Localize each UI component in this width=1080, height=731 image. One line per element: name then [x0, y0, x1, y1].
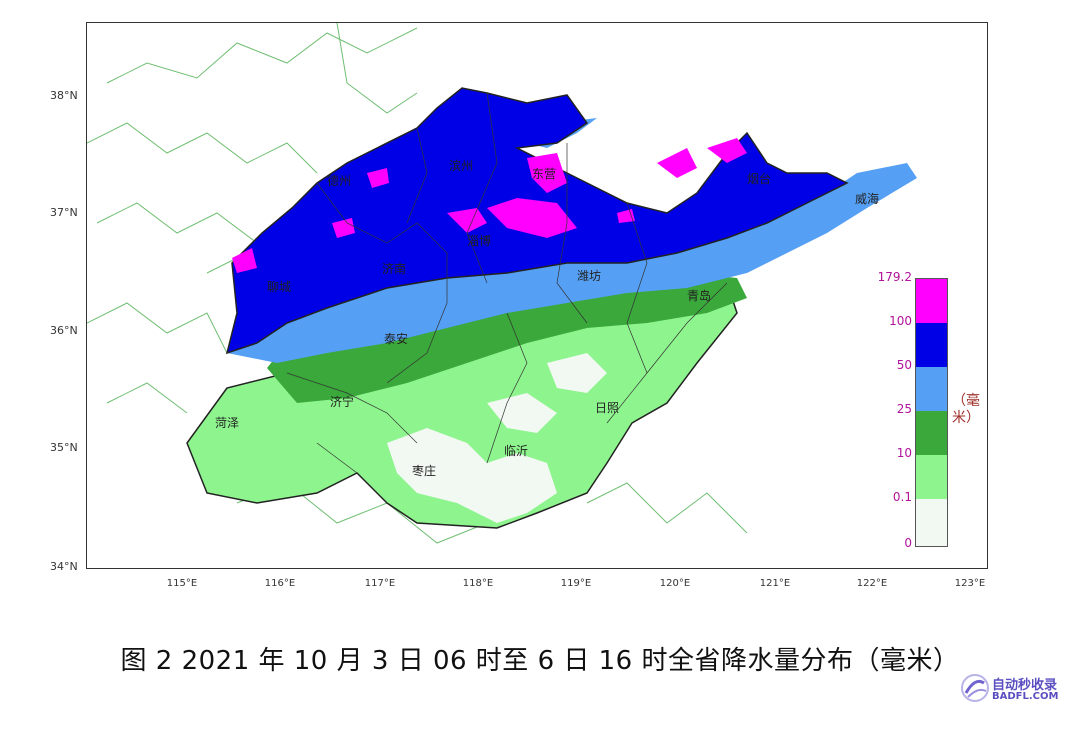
city-label-taian: 泰安 — [384, 331, 408, 346]
lat-label-38: 38°N — [50, 89, 78, 102]
city-label-jinan: 济南 — [382, 261, 406, 276]
legend-swatch-light-green — [916, 455, 947, 499]
legend-tick-100: 100 — [889, 314, 912, 328]
legend-unit: （毫米） — [952, 393, 980, 426]
lat-label-35: 35°N — [50, 441, 78, 454]
city-label-zaozhuang: 枣庄 — [412, 463, 436, 478]
city-label-yantai: 烟台 — [747, 171, 771, 186]
legend-swatch-dark-green — [916, 411, 947, 455]
color-legend — [915, 278, 948, 547]
map-svg: 德州 滨州 东营 烟台 威海 淄博 济南 聊城 潍坊 青岛 泰安 济宁 菏泽 日… — [87, 23, 917, 544]
legend-tick-179: 179.2 — [877, 270, 912, 284]
city-label-heze: 菏泽 — [215, 416, 239, 430]
lat-label-36: 36°N — [50, 324, 78, 337]
lat-label-34: 34°N — [50, 560, 78, 573]
city-label-dezhou: 德州 — [327, 173, 351, 188]
city-label-weihai: 威海 — [855, 191, 879, 206]
city-label-zibo: 淄博 — [467, 233, 491, 248]
legend-tick-10: 10 — [896, 446, 912, 460]
region-near-zero — [387, 428, 557, 523]
lon-label-122: 122°E — [856, 578, 888, 589]
legend-tick-25: 25 — [896, 402, 912, 416]
city-label-rizhao: 日照 — [595, 401, 619, 415]
lon-label-121: 121°E — [759, 578, 791, 589]
legend-swatch-light-blue — [916, 367, 947, 411]
lon-label-123: 123°E — [954, 578, 986, 589]
lon-label-119: 119°E — [560, 578, 592, 589]
region-dark-green — [267, 268, 747, 403]
city-label-binzhou: 滨州 — [449, 158, 473, 173]
legend-tick-0: 0 — [904, 536, 912, 550]
watermark-logo-icon — [961, 674, 989, 702]
city-label-linyi: 临沂 — [504, 444, 528, 458]
region-near-zero-3 — [547, 353, 607, 393]
city-labels: 德州 滨州 东营 烟台 威海 淄博 济南 聊城 潍坊 青岛 泰安 济宁 菏泽 日… — [215, 158, 879, 478]
legend-tick-0-1: 0.1 — [892, 490, 912, 504]
watermark-text-line1: 自动秒收录 — [992, 678, 1058, 693]
city-label-dongying: 东营 — [532, 167, 556, 181]
lat-label-37: 37°N — [50, 206, 78, 219]
watermark: 自动秒收录 BADFL.COM — [960, 673, 1070, 707]
legend-tick-50: 50 — [896, 358, 912, 372]
city-label-qingdao: 青岛 — [687, 288, 711, 303]
city-label-weifang: 潍坊 — [577, 268, 601, 283]
precipitation-map: 德州 滨州 东营 烟台 威海 淄博 济南 聊城 潍坊 青岛 泰安 济宁 菏泽 日… — [86, 22, 988, 569]
lon-label-116: 116°E — [264, 578, 296, 589]
inner-boundaries — [286, 92, 728, 474]
city-label-jining: 济宁 — [330, 394, 354, 409]
city-label-liaocheng: 聊城 — [267, 280, 291, 294]
legend-swatch-dark-blue — [916, 323, 947, 367]
lon-label-115: 115°E — [166, 578, 198, 589]
precip-regions — [186, 87, 917, 529]
lon-label-118: 118°E — [462, 578, 494, 589]
figure-caption: 图 2 2021 年 10 月 3 日 06 时至 6 日 16 时全省降水量分… — [120, 646, 960, 676]
lon-label-120: 120°E — [659, 578, 691, 589]
legend-swatch-magenta — [916, 279, 947, 323]
region-near-zero-2 — [487, 393, 557, 433]
legend-swatch-near-white — [916, 499, 947, 546]
watermark-text-line2: BADFL.COM — [992, 691, 1059, 702]
region-magenta — [232, 138, 747, 273]
lon-label-117: 117°E — [364, 578, 396, 589]
